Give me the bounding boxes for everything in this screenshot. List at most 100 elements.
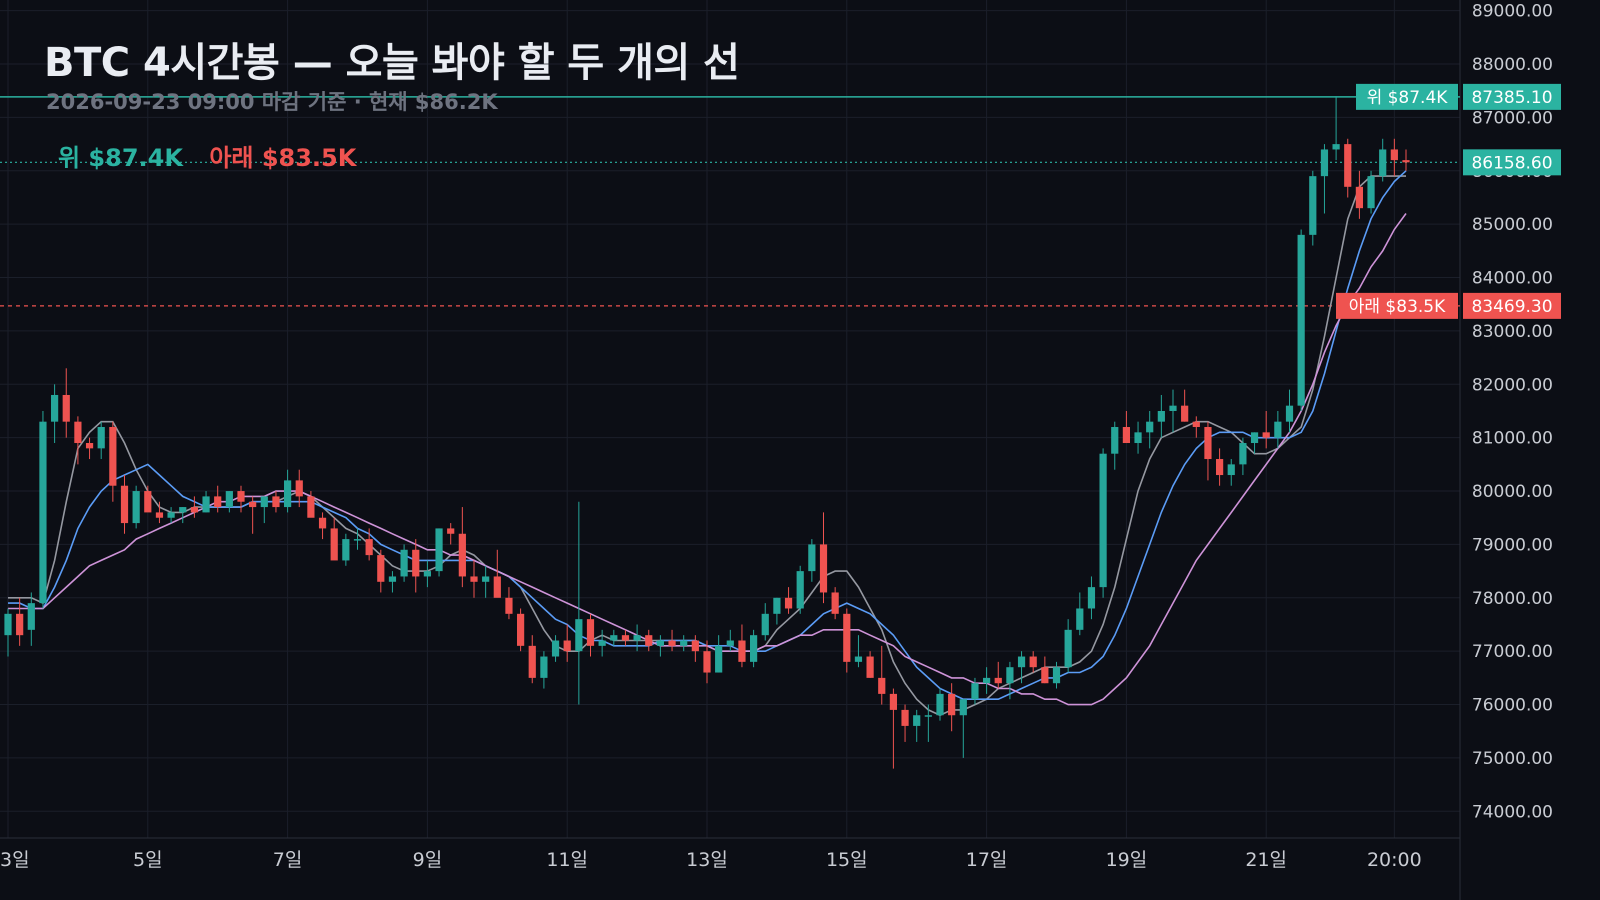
x-tick-label: 11일	[546, 849, 588, 871]
candle-body	[551, 640, 560, 657]
candle-body	[1274, 421, 1282, 438]
candle-body	[144, 491, 152, 513]
candle-body	[225, 491, 233, 508]
candle-body	[16, 613, 24, 636]
candle-body	[563, 640, 571, 652]
candle-body	[423, 571, 431, 577]
price-tag-label-lower: 83469.30	[1471, 297, 1552, 317]
candle-body	[621, 635, 630, 641]
candle-body	[470, 576, 478, 582]
candle-body	[412, 549, 420, 577]
x-tick-label: 13일	[686, 849, 728, 871]
x-tick-label: 9일	[413, 849, 443, 871]
candle-body	[1320, 149, 1329, 177]
x-tick-label: 20:00	[1367, 849, 1422, 871]
candle-body	[703, 651, 711, 673]
candle-body	[237, 491, 245, 502]
y-tick-label: 84000.00	[1472, 269, 1553, 289]
candle-body	[482, 576, 490, 582]
candle-body	[866, 656, 874, 678]
candle-body	[400, 549, 408, 577]
candle-body	[330, 528, 338, 561]
candle-body	[377, 555, 385, 582]
candle-body	[901, 709, 909, 726]
candle-body	[505, 597, 513, 614]
y-tick-label: 87000.00	[1472, 108, 1553, 128]
price-tag-label-upper: 87385.10	[1471, 88, 1552, 108]
candle-body	[1029, 656, 1037, 668]
candle-body	[691, 640, 699, 652]
y-tick-label: 83000.00	[1472, 322, 1553, 342]
candle-body	[132, 491, 140, 524]
x-tick-label: 3일	[0, 849, 30, 871]
candle-body	[4, 613, 12, 636]
candle-body	[959, 699, 967, 716]
candle-body	[1052, 667, 1061, 684]
candle-body	[1041, 667, 1049, 684]
candle-body	[586, 619, 595, 646]
candle-body	[1332, 144, 1340, 150]
candle-body	[85, 443, 94, 449]
candle-body	[260, 496, 268, 508]
candle-body	[726, 640, 734, 646]
candle-body	[435, 528, 443, 572]
candle-body	[1204, 427, 1212, 460]
candle-body	[831, 592, 839, 614]
price-tag-label-current: 86158.60	[1471, 153, 1552, 173]
candle-body	[633, 635, 641, 641]
candle-body	[936, 693, 944, 716]
y-tick-label: 81000.00	[1472, 429, 1553, 449]
candle-body	[784, 597, 793, 609]
candle-body	[843, 613, 851, 662]
candle-body	[1122, 427, 1130, 444]
candle-body	[1367, 176, 1375, 209]
candle-body	[854, 656, 863, 662]
candle-body	[190, 507, 198, 513]
y-tick-label: 78000.00	[1472, 589, 1553, 609]
candle-body	[388, 576, 397, 582]
candle-body	[307, 496, 315, 518]
candle-body	[540, 656, 548, 678]
candle-body	[610, 635, 618, 641]
candle-body	[318, 517, 327, 529]
candle-body	[1134, 432, 1142, 444]
candle-body	[272, 496, 280, 508]
y-tick-label: 75000.00	[1472, 749, 1553, 769]
candle-body	[1157, 410, 1165, 422]
candle-body	[109, 427, 117, 486]
x-tick-label: 5일	[133, 849, 163, 871]
candle-body	[1250, 432, 1259, 444]
legend-upper: 위 $87.4K	[58, 144, 183, 172]
candle-body	[715, 645, 723, 673]
candle-body	[738, 640, 746, 662]
candle-body	[1181, 405, 1189, 422]
x-tick-label: 21일	[1245, 849, 1287, 871]
x-tick-label: 17일	[966, 849, 1008, 871]
line-tag-upper	[1356, 83, 1458, 110]
candle-body	[97, 427, 105, 449]
candle-body	[155, 512, 164, 518]
candle-body	[493, 576, 501, 598]
candle-body	[1262, 432, 1270, 438]
candle-body	[1169, 405, 1177, 411]
candle-body	[1111, 427, 1119, 454]
candle-body	[528, 645, 536, 678]
candle-body	[1355, 186, 1363, 209]
candle-body	[1309, 176, 1317, 235]
candle-body	[668, 640, 676, 646]
candle-body	[284, 480, 292, 508]
y-tick-label: 74000.00	[1472, 802, 1553, 822]
x-tick-label: 19일	[1106, 849, 1148, 871]
y-tick-label: 82000.00	[1472, 375, 1553, 395]
y-tick-label: 88000.00	[1472, 55, 1553, 75]
candle-body	[878, 677, 886, 694]
candle-body	[353, 539, 362, 541]
candle-body	[1017, 656, 1026, 668]
candle-body	[680, 640, 688, 646]
price-tag-lower	[1463, 292, 1561, 319]
candle-body	[598, 640, 606, 646]
x-tick-label: 7일	[273, 849, 303, 871]
candle-body	[1402, 160, 1410, 163]
legend-lower: 아래 $83.5K	[209, 144, 357, 172]
